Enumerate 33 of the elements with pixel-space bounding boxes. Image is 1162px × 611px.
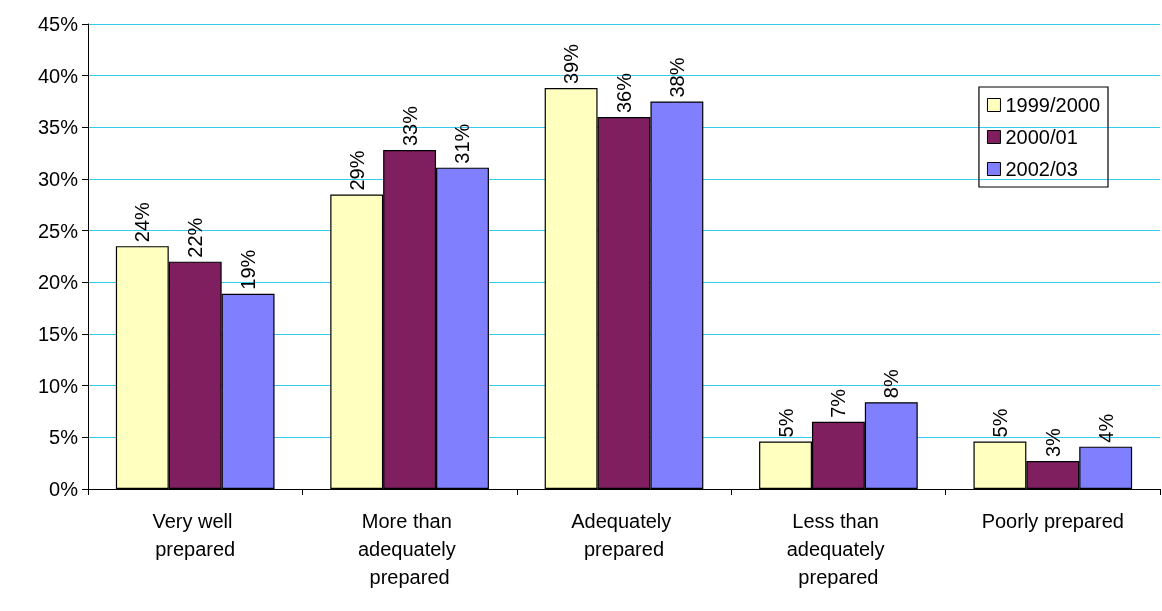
data-label: 3% [1041,427,1064,458]
x-tick-label: More than adequately prepared [357,510,462,588]
data-label: 22% [184,217,207,258]
y-tick-label: 35% [37,116,79,139]
x-tick-label: Very well prepared [152,510,238,560]
y-tick-label: 0% [49,478,79,500]
data-label: 39% [560,43,583,85]
data-label: 33% [398,105,421,147]
x-tick-label: Less than adequately prepared [786,510,891,588]
y-tick-label: 5% [49,426,79,449]
data-label: 31% [451,123,474,164]
y-tick-label: 25% [37,219,79,242]
x-tick-label: Poorly prepared [981,510,1124,532]
legend-label: 1999/2000 [1005,94,1101,116]
data-label: 36% [613,72,635,113]
data-label: 19% [237,249,260,290]
data-label: 29% [345,150,368,191]
data-label: 38% [665,57,688,98]
data-label: 8% [880,369,903,399]
legend-label: 2000/01 [1005,126,1078,148]
data-label: 5% [988,408,1011,438]
y-tick-label: 40% [37,64,79,87]
y-tick-label: 45% [37,13,79,35]
data-label: 7% [827,388,850,418]
y-tick-label: 20% [37,271,79,294]
legend-label: 2002/03 [1005,158,1078,180]
data-label: 24% [131,201,154,243]
data-label: 5% [774,408,797,438]
data-label: 4% [1094,413,1117,443]
x-tick-label: Adequately prepared [571,510,677,560]
y-tick-label: 10% [37,374,79,397]
y-tick-label: 30% [37,168,79,190]
y-tick-label: 15% [37,323,79,345]
